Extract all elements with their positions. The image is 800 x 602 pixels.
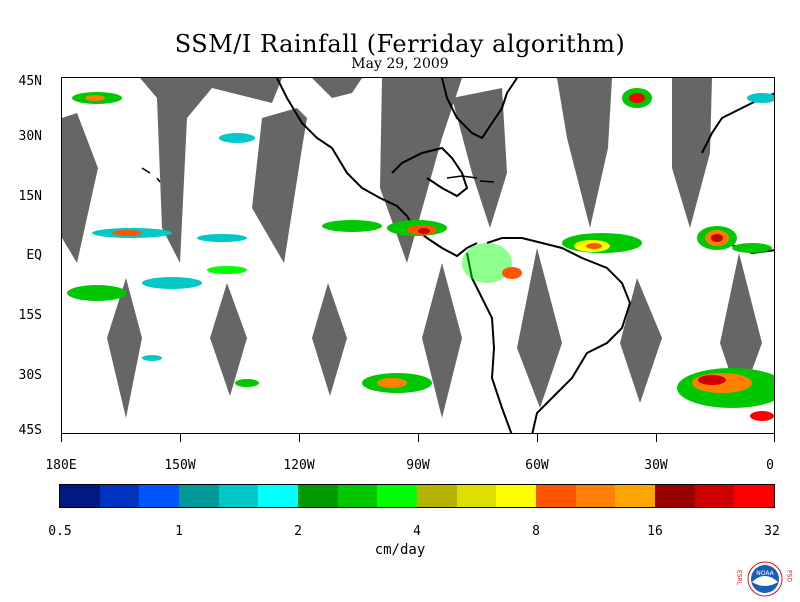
rainfall-patches bbox=[67, 88, 774, 421]
lon-tick-60w bbox=[537, 434, 538, 442]
map-date: May 29, 2009 bbox=[351, 56, 449, 72]
colorbar-tick-label: 4 bbox=[413, 524, 421, 539]
logo-emblem-text: NOAA bbox=[756, 570, 774, 577]
lon-label-30w: 30W bbox=[644, 458, 668, 473]
lon-label-90w: 90W bbox=[406, 458, 430, 473]
colorbar-segment bbox=[377, 485, 418, 507]
colorbar-segment bbox=[734, 485, 775, 507]
noaa-logo: NOAA ESRL PSD bbox=[735, 560, 795, 598]
colorbar-tick-label: 0.5 bbox=[48, 524, 72, 539]
colorbar-tick-label: 32 bbox=[764, 524, 780, 539]
colorbar-segment bbox=[575, 485, 616, 507]
lon-tick-30w bbox=[656, 434, 657, 442]
colorbar-segment bbox=[218, 485, 259, 507]
lat-label-30s: 30S bbox=[18, 368, 42, 383]
colorbar-tick-label: 2 bbox=[294, 524, 302, 539]
colorbar-segment bbox=[694, 485, 735, 507]
lat-label-30n: 30N bbox=[18, 129, 42, 144]
lon-tick-90w bbox=[418, 434, 419, 442]
colorbar-tick-label: 16 bbox=[647, 524, 663, 539]
lon-label-150w: 150W bbox=[164, 458, 196, 473]
colorbar bbox=[59, 484, 775, 508]
map-canvas bbox=[62, 78, 774, 433]
colorbar-segment bbox=[417, 485, 457, 507]
map-title: SSM/I Rainfall (Ferriday algorithm) bbox=[174, 30, 626, 58]
colorbar-segment bbox=[60, 485, 100, 507]
islands bbox=[141, 167, 495, 183]
colorbar-segment bbox=[99, 485, 140, 507]
lat-label-15n: 15N bbox=[18, 189, 42, 204]
lon-label-60w: 60W bbox=[525, 458, 549, 473]
lat-label-45s: 45S bbox=[18, 423, 42, 438]
rainfall-map bbox=[61, 77, 775, 434]
logo-right-letters: PSD bbox=[786, 570, 793, 582]
lon-tick-0 bbox=[774, 434, 775, 442]
colorbar-segment bbox=[298, 485, 338, 507]
swath-gaps bbox=[62, 78, 762, 418]
colorbar-segment bbox=[139, 485, 180, 507]
colorbar-segment bbox=[496, 485, 537, 507]
colorbar-segment bbox=[258, 485, 299, 507]
lon-label-120w: 120W bbox=[283, 458, 315, 473]
noaa-emblem-icon: NOAA ESRL PSD bbox=[736, 561, 793, 597]
colorbar-segment bbox=[337, 485, 378, 507]
lon-tick-180e bbox=[61, 434, 62, 442]
lat-label-45n: 45N bbox=[18, 74, 42, 89]
colorbar-segment bbox=[179, 485, 219, 507]
colorbar-segment bbox=[456, 485, 497, 507]
lon-tick-120w bbox=[299, 434, 300, 442]
lat-label-eq: EQ bbox=[26, 248, 42, 263]
colorbar-units: cm/day bbox=[374, 542, 426, 558]
colorbar-tick-label: 1 bbox=[175, 524, 183, 539]
colorbar-tick-label: 8 bbox=[532, 524, 540, 539]
lon-tick-150w bbox=[180, 434, 181, 442]
colorbar-segment bbox=[615, 485, 656, 507]
lon-label-0: 0 bbox=[766, 458, 774, 473]
colorbar-segment bbox=[655, 485, 695, 507]
lat-label-15s: 15S bbox=[18, 308, 42, 323]
colorbar-segment bbox=[536, 485, 576, 507]
lon-label-180e: 180E bbox=[45, 458, 77, 473]
logo-left-letters: ESRL bbox=[736, 570, 743, 586]
